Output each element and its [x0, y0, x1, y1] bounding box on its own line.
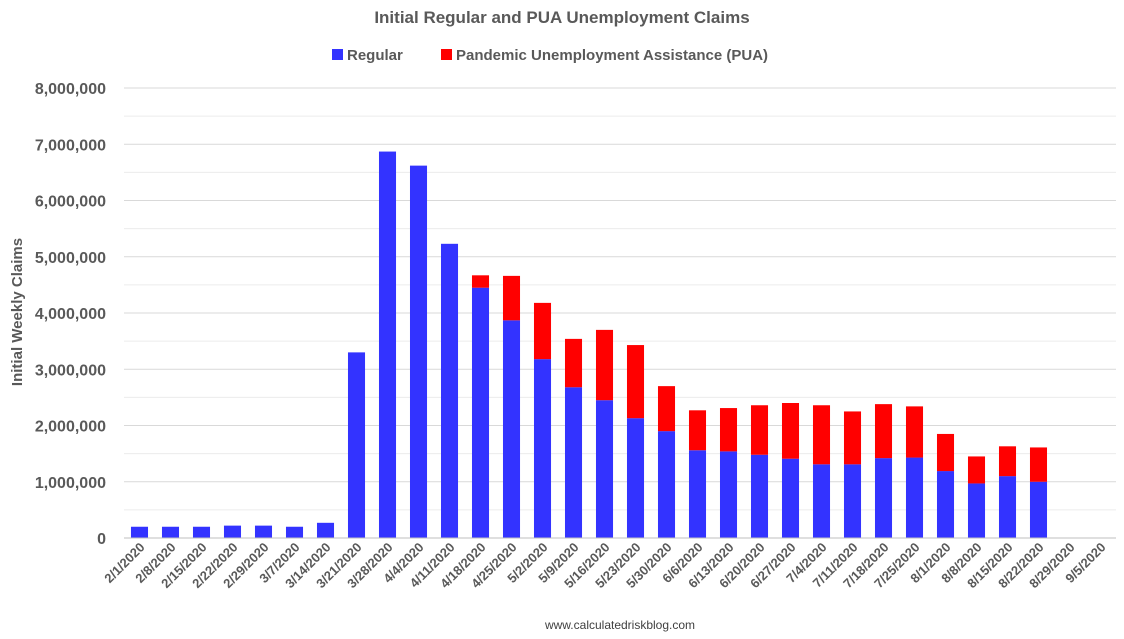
legend-swatch-pua [441, 49, 452, 60]
bar-pua [874, 404, 893, 459]
bar-regular [409, 165, 428, 539]
legend: Regular Pandemic Unemployment Assistance… [332, 47, 768, 64]
chart-title: Initial Regular and PUA Unemployment Cla… [374, 8, 749, 27]
y-tick-label: 0 [97, 531, 106, 548]
bars [130, 151, 1048, 539]
footer-source: www.calculatedriskblog.com [544, 618, 695, 632]
bar-pua [688, 410, 707, 451]
bar-pua [967, 456, 986, 484]
bar-pua [998, 446, 1017, 477]
bar-regular [595, 400, 614, 538]
legend-swatch-regular [332, 49, 343, 60]
bar-pua [595, 329, 614, 401]
bar-pua [843, 411, 862, 465]
bar-pua [471, 275, 490, 288]
bar-pua [626, 345, 645, 419]
bar-regular [998, 476, 1017, 539]
bar-regular [812, 464, 831, 538]
bar-regular [905, 457, 924, 538]
bar-regular [1029, 481, 1048, 538]
y-tick-label: 1,000,000 [35, 475, 106, 492]
bar-regular [378, 151, 397, 538]
bar-regular [781, 458, 800, 538]
bar-regular [719, 451, 738, 539]
bar-regular [254, 525, 273, 539]
y-tick-label: 4,000,000 [35, 306, 106, 323]
bar-regular [657, 431, 676, 539]
legend-label-regular: Regular [347, 47, 403, 64]
bar-regular [626, 418, 645, 538]
bar-regular [967, 483, 986, 538]
bar-regular [874, 458, 893, 539]
bar-regular [285, 526, 304, 538]
bar-regular [471, 287, 490, 538]
bar-pua [750, 405, 769, 455]
gridlines [124, 87, 1116, 511]
legend-label-pua: Pandemic Unemployment Assistance (PUA) [456, 47, 768, 64]
bar-regular [502, 320, 521, 538]
bar-pua [812, 405, 831, 465]
y-tick-label: 6,000,000 [35, 194, 106, 211]
bar-regular [750, 454, 769, 538]
y-tick-labels: 0 1,000,000 2,000,000 3,000,000 4,000,000 5,0… [35, 81, 106, 548]
y-tick-label: 2,000,000 [35, 419, 106, 436]
bar-pua [502, 275, 521, 321]
bar-regular [130, 526, 149, 538]
bar-regular [936, 471, 955, 538]
bar-pua [657, 386, 676, 432]
bar-regular [223, 525, 242, 539]
bar-regular [440, 243, 459, 538]
bar-regular [688, 450, 707, 538]
bar-pua [905, 406, 924, 458]
y-tick-label: 8,000,000 [35, 81, 106, 98]
bar-pua [533, 302, 552, 360]
bar-regular [192, 526, 211, 538]
bar-regular [533, 359, 552, 539]
bar-regular [161, 526, 180, 538]
bar-regular [347, 352, 366, 539]
y-tick-label: 3,000,000 [35, 362, 106, 379]
bar-pua [781, 403, 800, 459]
y-tick-label: 5,000,000 [35, 250, 106, 267]
bar-regular [564, 387, 583, 538]
y-tick-label: 7,000,000 [35, 137, 106, 154]
bar-pua [936, 433, 955, 472]
y-axis-label: Initial Weekly Claims [9, 238, 26, 386]
bar-regular [843, 464, 862, 538]
bar-pua [719, 408, 738, 452]
x-tick-labels: 2/1/20202/8/20202/15/20202/22/20202/29/2… [101, 540, 1108, 592]
bar-pua [564, 338, 583, 388]
bar-pua [1029, 447, 1048, 482]
bar-regular [316, 522, 335, 538]
